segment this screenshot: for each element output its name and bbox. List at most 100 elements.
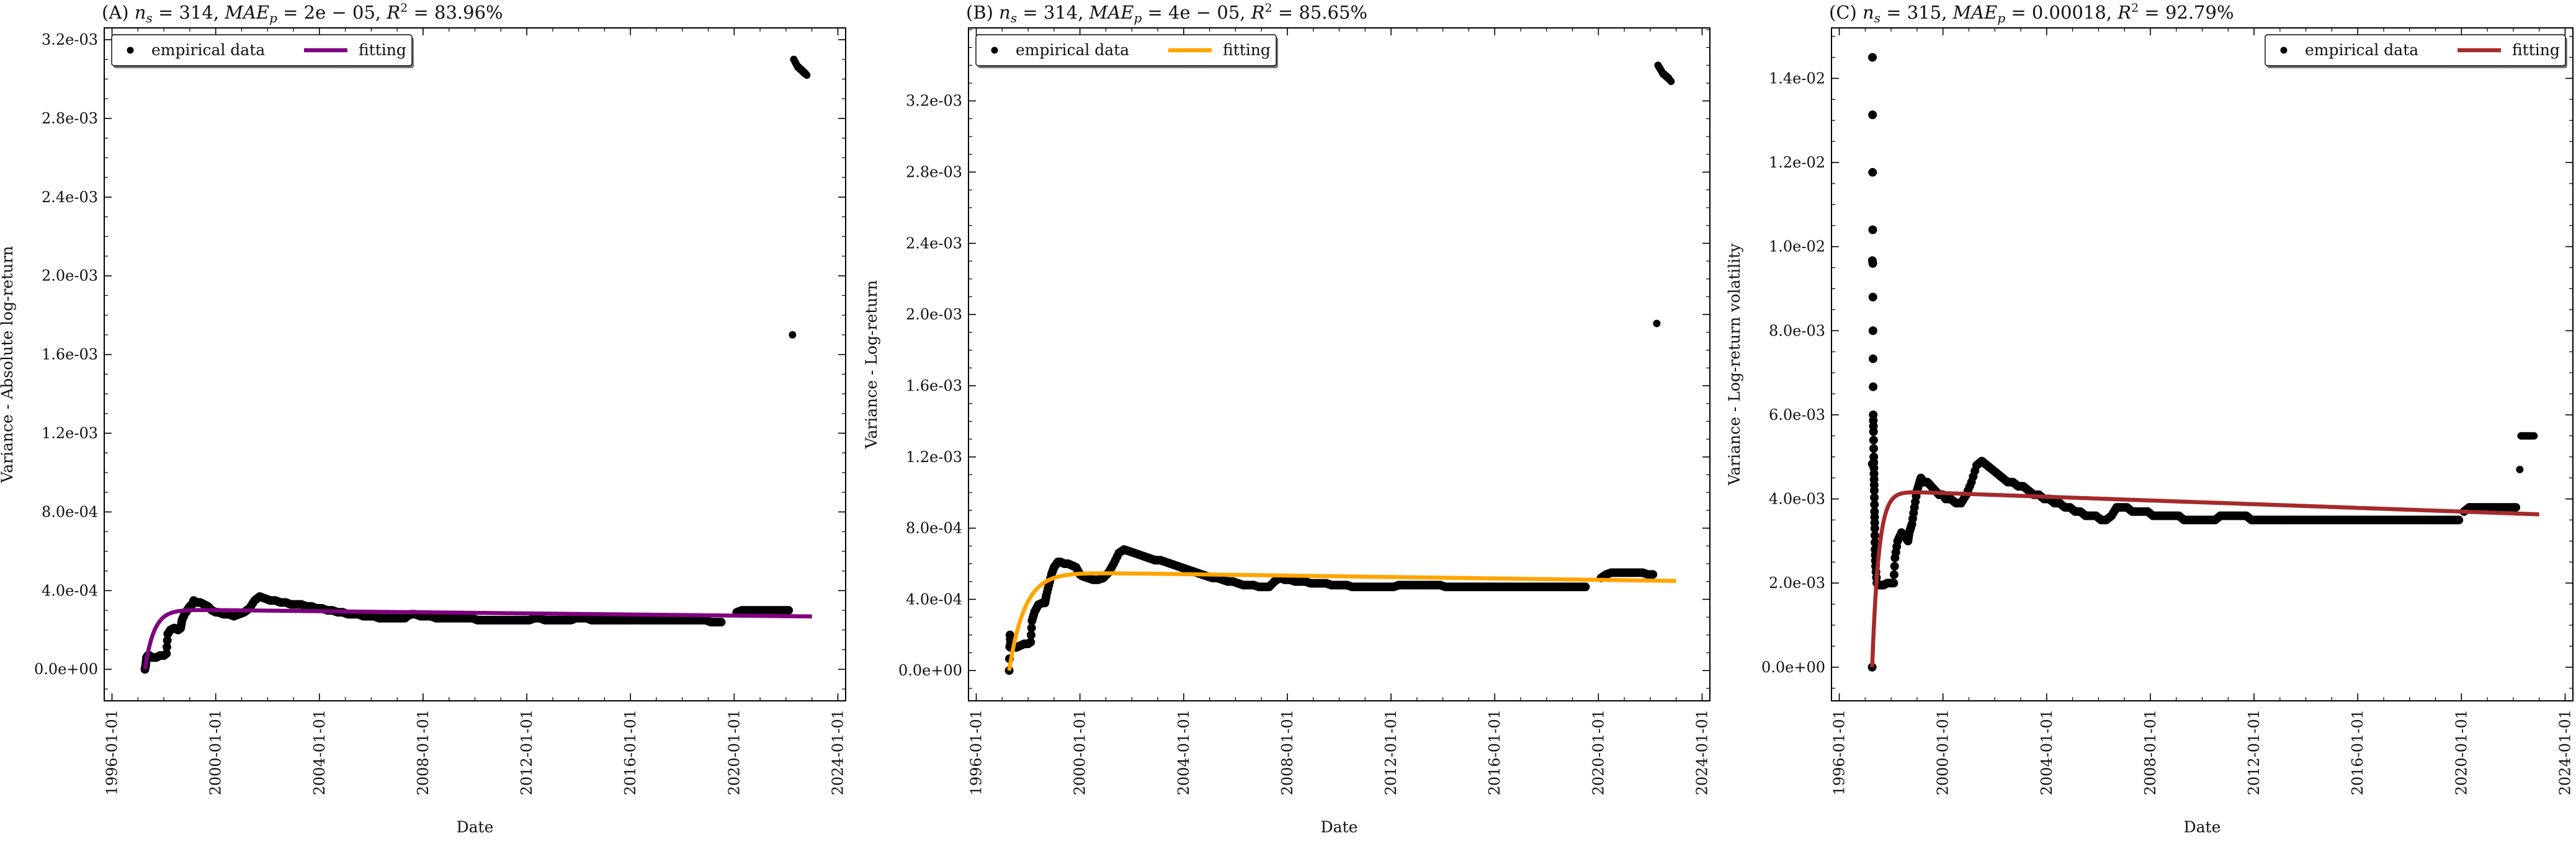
title-r: R: [1251, 2, 1265, 23]
x-tick-label: 2008-01-01: [1279, 710, 1296, 795]
empirical-point: [1868, 326, 1877, 336]
plot-area: [1867, 53, 2539, 672]
empirical-point: [724, 0, 733, 4]
y-axis-title: Variance - Log-return: [862, 280, 880, 450]
empirical-point: [725, 0, 734, 4]
axes-frame: [104, 27, 846, 701]
empirical-point: [1870, 500, 1879, 509]
legend-label-empirical: empirical data: [2305, 41, 2418, 59]
empirical-point: [1871, 538, 1880, 547]
legend-label-fitting: fitting: [1223, 41, 1271, 59]
title-mae: MAE: [224, 2, 269, 23]
y-tick-label: 8.0e-04: [42, 503, 98, 520]
empirical-point: [163, 636, 172, 645]
empirical-point: [789, 331, 797, 339]
title-r: R: [2117, 2, 2131, 23]
x-tick-label: 2012-01-01: [2245, 710, 2263, 795]
empirical-point: [1869, 444, 1878, 453]
title-ns-value: = 314,: [1017, 2, 1089, 23]
plot-area: [140, 0, 812, 674]
empirical-point: [1869, 486, 1879, 495]
y-tick-label: 1.2e-03: [42, 425, 98, 442]
legend-marker-empirical: [2280, 47, 2288, 54]
empirical-point: [720, 0, 729, 4]
legend: empirical data fitting: [2265, 34, 2567, 68]
y-tick-label: 1.6e-03: [906, 377, 962, 394]
title-n-subscript: s: [1874, 11, 1881, 25]
fitting-curve: [1870, 490, 2539, 667]
x-axis-title: Date: [1321, 818, 1358, 836]
empirical-point: [1588, 0, 1597, 4]
x-tick-label: 2016-01-01: [1486, 710, 1503, 795]
empirical-point: [727, 0, 736, 4]
empirical-point: [1868, 167, 1877, 177]
title-mae: MAE: [1952, 2, 1998, 23]
x-tick-label: 2020-01-01: [2453, 710, 2470, 795]
fitting-curve: [143, 608, 812, 670]
title-r2-value: = 92.79%: [2139, 2, 2234, 23]
y-tick-label: 2.4e-03: [42, 189, 98, 206]
x-tick-label: 2020-01-01: [1590, 710, 1607, 795]
axes-frame: [968, 27, 1711, 701]
y-tick-label: 8.0e-04: [906, 520, 962, 537]
panel-b: (B) ns = 314, MAEp = 4e − 05, R2 = 85.65…: [862, 0, 1711, 836]
empirical-point: [1026, 630, 1035, 639]
empirical-point: [1027, 623, 1036, 633]
legend: empirical data fitting: [975, 34, 1278, 68]
empirical-point: [1889, 570, 1898, 579]
x-tick-label: 1996-01-01: [968, 710, 985, 795]
empirical-point: [803, 71, 811, 79]
empirical-point: [718, 0, 727, 4]
empirical-point: [1026, 638, 1035, 647]
empirical-point: [1870, 531, 1879, 540]
x-tick-label: 2004-01-01: [311, 710, 328, 795]
title-ns-value: = 314,: [153, 2, 225, 23]
title-mae-subscript: p: [269, 11, 277, 25]
x-tick-label: 2012-01-01: [518, 710, 535, 795]
x-tick-label: 2024-01-01: [1693, 710, 1711, 795]
x-axis-title: Date: [2184, 818, 2221, 836]
empirical-point: [1867, 662, 1877, 672]
panel-c: (C) ns = 315, MAEp = 0.00018, R2 = 92.79…: [1725, 1, 2574, 836]
y-tick-label: 0.0e+00: [898, 662, 962, 679]
y-tick-label: 4.0e-04: [906, 590, 962, 608]
y-tick-label: 1.0e-02: [1769, 238, 1825, 256]
title-r2-value: = 85.65%: [1272, 2, 1367, 23]
empirical-point: [1868, 293, 1877, 301]
y-tick-label: 4.0e-03: [1769, 491, 1825, 508]
title-mae-value: = 2e − 05,: [277, 2, 387, 23]
legend-marker-empirical: [991, 47, 998, 54]
empirical-point: [1868, 225, 1877, 234]
empirical-point: [1583, 0, 1591, 4]
y-tick-label: 2.8e-03: [42, 110, 98, 127]
y-tick-label: 2.0e-03: [1769, 574, 1825, 592]
y-tick-label: 0.0e+00: [1761, 659, 1825, 676]
y-axis-title: Variance - Log-return volatility: [1725, 243, 1743, 486]
x-tick-label: 2024-01-01: [2556, 710, 2574, 795]
title-prefix: (A): [102, 2, 135, 23]
empirical-point: [1869, 427, 1878, 436]
x-tick-label: 2004-01-01: [1175, 710, 1192, 795]
y-tick-label: 1.2e-03: [906, 448, 962, 466]
panel-title: (A) ns = 314, MAEp = 2e − 05, R2 = 83.96…: [102, 1, 503, 25]
legend-label-fitting: fitting: [359, 41, 406, 59]
x-tick-label: 2004-01-01: [2038, 710, 2055, 795]
x-tick-label: 2012-01-01: [1382, 710, 1400, 795]
empirical-point: [1868, 259, 1877, 268]
legend-box: [975, 34, 1277, 66]
empirical-point: [1586, 0, 1595, 4]
legend-box: [2265, 34, 2566, 66]
y-tick-label: 3.2e-03: [42, 31, 98, 48]
title-mae-value: = 4e − 05,: [1142, 2, 1251, 23]
y-tick-label: 4.0e-04: [42, 582, 98, 599]
axes-frame: [1831, 27, 2574, 701]
legend-marker-empirical: [127, 47, 134, 54]
empirical-point: [717, 618, 726, 627]
empirical-point: [1590, 0, 1598, 4]
empirical-point: [162, 649, 171, 658]
empirical-point: [2530, 432, 2538, 440]
empirical-point: [1869, 435, 1878, 445]
empirical-point: [2516, 466, 2524, 474]
